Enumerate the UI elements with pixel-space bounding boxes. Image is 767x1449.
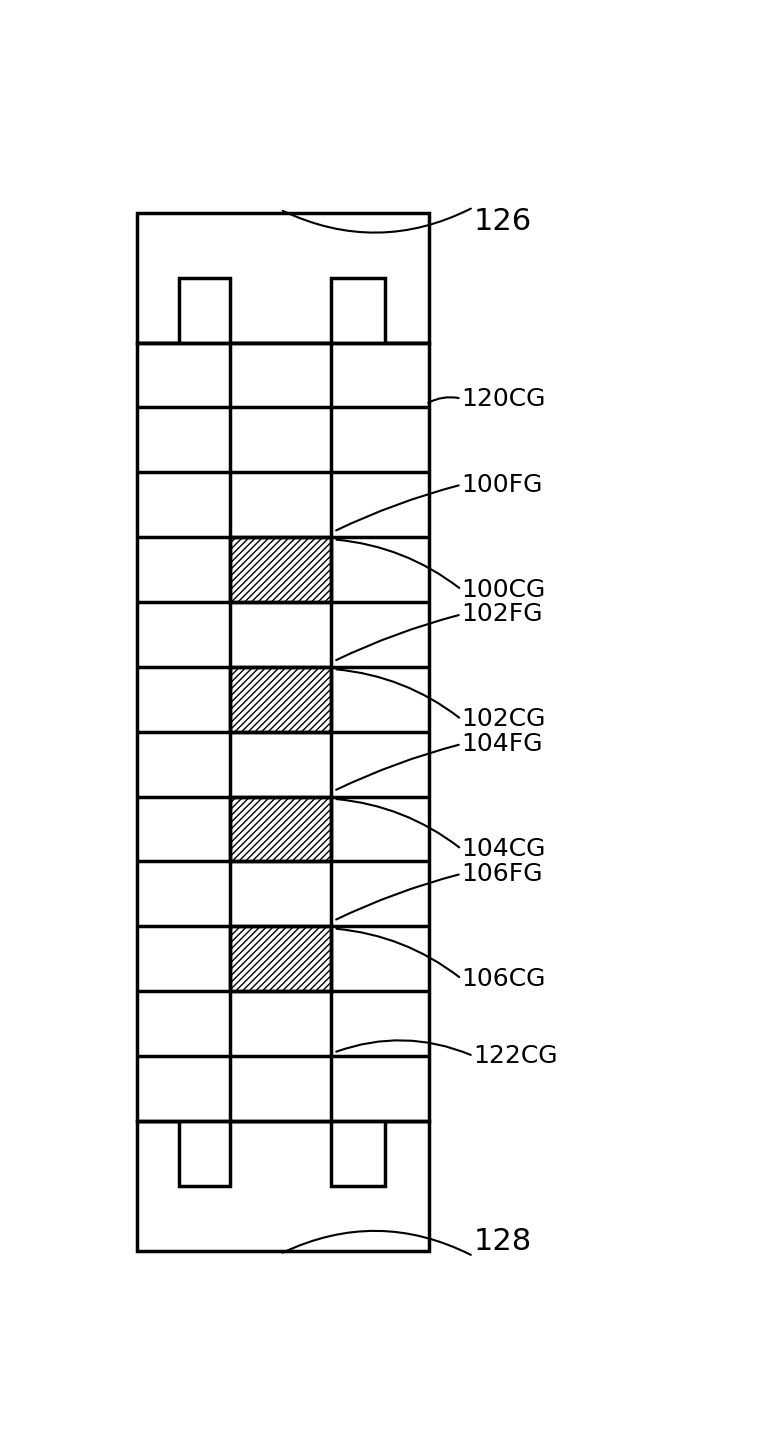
Bar: [229, 538, 331, 601]
Bar: [229, 926, 331, 991]
Text: 104FG: 104FG: [462, 732, 543, 756]
Text: 100CG: 100CG: [462, 578, 545, 601]
Text: 128: 128: [473, 1227, 532, 1256]
Text: 100FG: 100FG: [462, 472, 543, 497]
Bar: [229, 667, 331, 732]
Text: 102FG: 102FG: [462, 603, 543, 626]
Text: 106FG: 106FG: [462, 862, 543, 885]
Text: 104CG: 104CG: [462, 838, 546, 861]
Polygon shape: [137, 213, 429, 342]
Polygon shape: [137, 1122, 429, 1250]
Text: 120CG: 120CG: [462, 387, 546, 410]
Text: 122CG: 122CG: [473, 1043, 558, 1068]
Bar: [137, 342, 429, 1122]
Text: 106CG: 106CG: [462, 966, 546, 991]
Text: 102CG: 102CG: [462, 707, 546, 732]
Bar: [229, 797, 331, 862]
Text: 126: 126: [473, 207, 532, 236]
